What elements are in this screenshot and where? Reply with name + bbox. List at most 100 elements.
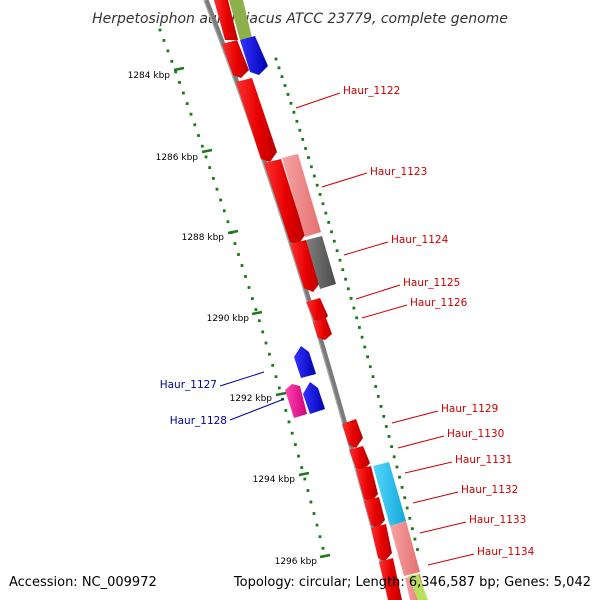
- minor-tick: [403, 496, 407, 500]
- minor-tick: [166, 49, 170, 53]
- minor-tick: [178, 81, 181, 84]
- gene-label[interactable]: Haur_1123: [370, 166, 427, 178]
- cds-feature-red-top: [214, 0, 238, 40]
- minor-tick: [384, 425, 388, 428]
- minor-tick: [376, 395, 380, 398]
- cds-feature-olive: [229, 0, 252, 40]
- gene-label[interactable]: Haur_1128: [170, 415, 227, 427]
- kbp-major-ticks: [173, 66, 331, 559]
- minor-tick: [289, 101, 293, 105]
- minor-tick: [344, 277, 347, 281]
- minor-tick: [261, 330, 265, 334]
- minor-tick: [318, 193, 322, 196]
- minor-tick: [277, 386, 281, 390]
- accession-text: Accession: NC_009972: [9, 575, 157, 590]
- cds-feature-blue-top: [240, 36, 268, 75]
- minor-tick: [321, 546, 325, 550]
- kbp-label: 1294 kbp: [253, 475, 296, 485]
- gene-label[interactable]: Haur_1134: [477, 546, 535, 558]
- reverse-leader-lines: [219, 371, 285, 421]
- minor-tick: [197, 134, 200, 137]
- minor-tick: [390, 445, 393, 448]
- minor-tick: [233, 242, 237, 245]
- right-tick-track: [274, 57, 419, 551]
- minor-tick: [387, 435, 391, 438]
- cds-feature-red-2: [222, 40, 249, 78]
- minor-tick: [315, 183, 319, 187]
- minor-tick: [408, 516, 412, 520]
- minor-tick: [182, 91, 185, 95]
- minor-tick: [395, 465, 399, 469]
- minor-tick: [315, 523, 319, 527]
- minor-tick: [295, 119, 299, 123]
- minor-tick: [371, 375, 375, 378]
- minor-tick: [318, 535, 322, 539]
- minor-tick: [251, 297, 254, 300]
- minor-tick: [324, 211, 328, 215]
- minor-tick: [284, 409, 288, 412]
- left-tick-track: [158, 28, 325, 550]
- gene-label[interactable]: Haur_1131: [455, 454, 512, 466]
- forward-leader-lines: [295, 92, 475, 566]
- minor-tick: [158, 28, 162, 32]
- genome-stats-text: Topology: circular; Length: 6,346,587 bp…: [233, 575, 591, 590]
- gene-label[interactable]: Haur_1125: [403, 277, 460, 289]
- minor-tick: [349, 297, 353, 300]
- minor-tick: [215, 187, 219, 191]
- minor-tick: [312, 512, 316, 515]
- minor-tick: [170, 60, 174, 63]
- minor-tick: [286, 93, 290, 96]
- cds-feature-red-8: [342, 419, 363, 448]
- gene-label[interactable]: Haur_1130: [447, 428, 504, 440]
- minor-tick: [280, 75, 284, 78]
- kbp-label: 1284 kbp: [128, 71, 171, 81]
- cds-feature-red-11: [364, 497, 385, 528]
- minor-tick: [204, 155, 208, 159]
- gene-label[interactable]: Haur_1122: [343, 85, 400, 97]
- gene-label[interactable]: Haur_1129: [441, 403, 498, 415]
- minor-tick: [312, 174, 316, 178]
- minor-tick: [300, 466, 304, 469]
- cds-feature-red-12: [371, 524, 392, 561]
- cds-feature-red-7: [313, 318, 332, 340]
- minor-tick: [330, 230, 333, 234]
- minor-tick: [274, 375, 278, 379]
- minor-tick: [185, 102, 189, 105]
- minor-tick: [309, 500, 313, 504]
- cds-feature-red-4: [264, 159, 305, 245]
- kbp-label: 1288 kbp: [182, 233, 225, 243]
- minor-tick: [298, 128, 302, 132]
- minor-tick: [307, 156, 310, 159]
- minor-tick: [413, 537, 417, 541]
- cds-feature-blue-rev-2: [303, 382, 325, 414]
- map-title: Herpetosiphon aurantiacus ATCC 23779, co…: [92, 11, 508, 27]
- gene-label[interactable]: Haur_1126: [410, 297, 468, 309]
- minor-tick: [257, 319, 261, 323]
- minor-tick: [240, 264, 244, 267]
- minor-tick: [212, 177, 215, 180]
- minor-tick: [219, 198, 223, 202]
- minor-tick: [244, 275, 247, 278]
- minor-tick: [405, 506, 409, 510]
- gene-label[interactable]: Haur_1124: [391, 234, 449, 246]
- minor-tick: [335, 249, 339, 253]
- minor-tick: [297, 454, 300, 458]
- forward-gene-labels: Haur_1122 Haur_1123 Haur_1124 Haur_1125 …: [343, 85, 535, 558]
- minor-tick: [332, 239, 336, 243]
- gene-label[interactable]: Haur_1132: [461, 484, 518, 496]
- minor-tick: [400, 486, 404, 489]
- minor-tick: [392, 455, 396, 459]
- cds-feature-gray: [306, 236, 336, 289]
- minor-tick: [189, 112, 193, 116]
- minor-tick: [247, 286, 251, 289]
- reverse-gene-labels: Haur_1127 Haur_1128: [160, 379, 227, 427]
- minor-tick: [193, 123, 197, 127]
- cds-feature-magenta: [285, 384, 307, 418]
- minor-tick: [382, 415, 386, 418]
- minor-tick: [274, 57, 278, 61]
- gene-label[interactable]: Haur_1133: [469, 514, 526, 526]
- minor-tick: [341, 268, 345, 272]
- gene-label[interactable]: Haur_1127: [160, 379, 217, 391]
- minor-tick: [264, 341, 268, 345]
